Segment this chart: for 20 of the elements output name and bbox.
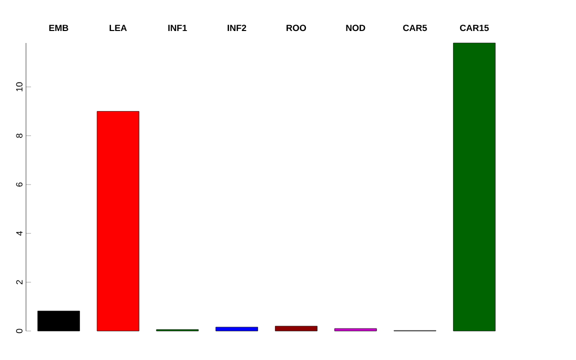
y-tick-label: 0 xyxy=(16,328,22,334)
x-tick-label: ROO xyxy=(286,24,306,32)
y-tick-label: 4 xyxy=(16,231,22,236)
bar xyxy=(37,310,80,332)
x-tick-label: LEA xyxy=(110,24,127,31)
x-tick-label: NOD xyxy=(346,24,366,32)
x-tick-label: INF1 xyxy=(168,24,187,31)
bar xyxy=(96,111,140,332)
y-tick-label: 6 xyxy=(16,182,22,187)
bar xyxy=(216,326,258,332)
x-tick-label: INF2 xyxy=(228,24,246,31)
x-tick-label: EMB xyxy=(49,24,68,31)
bar xyxy=(334,328,377,332)
y-tick-label: 10 xyxy=(16,82,22,92)
y-tick-label: 2 xyxy=(16,280,22,284)
y-tick-label: 8 xyxy=(16,134,22,138)
x-tick-label: CAR15 xyxy=(460,24,489,32)
x-tick-label: CAR5 xyxy=(403,24,427,32)
bar xyxy=(274,326,318,332)
bar xyxy=(453,42,496,332)
